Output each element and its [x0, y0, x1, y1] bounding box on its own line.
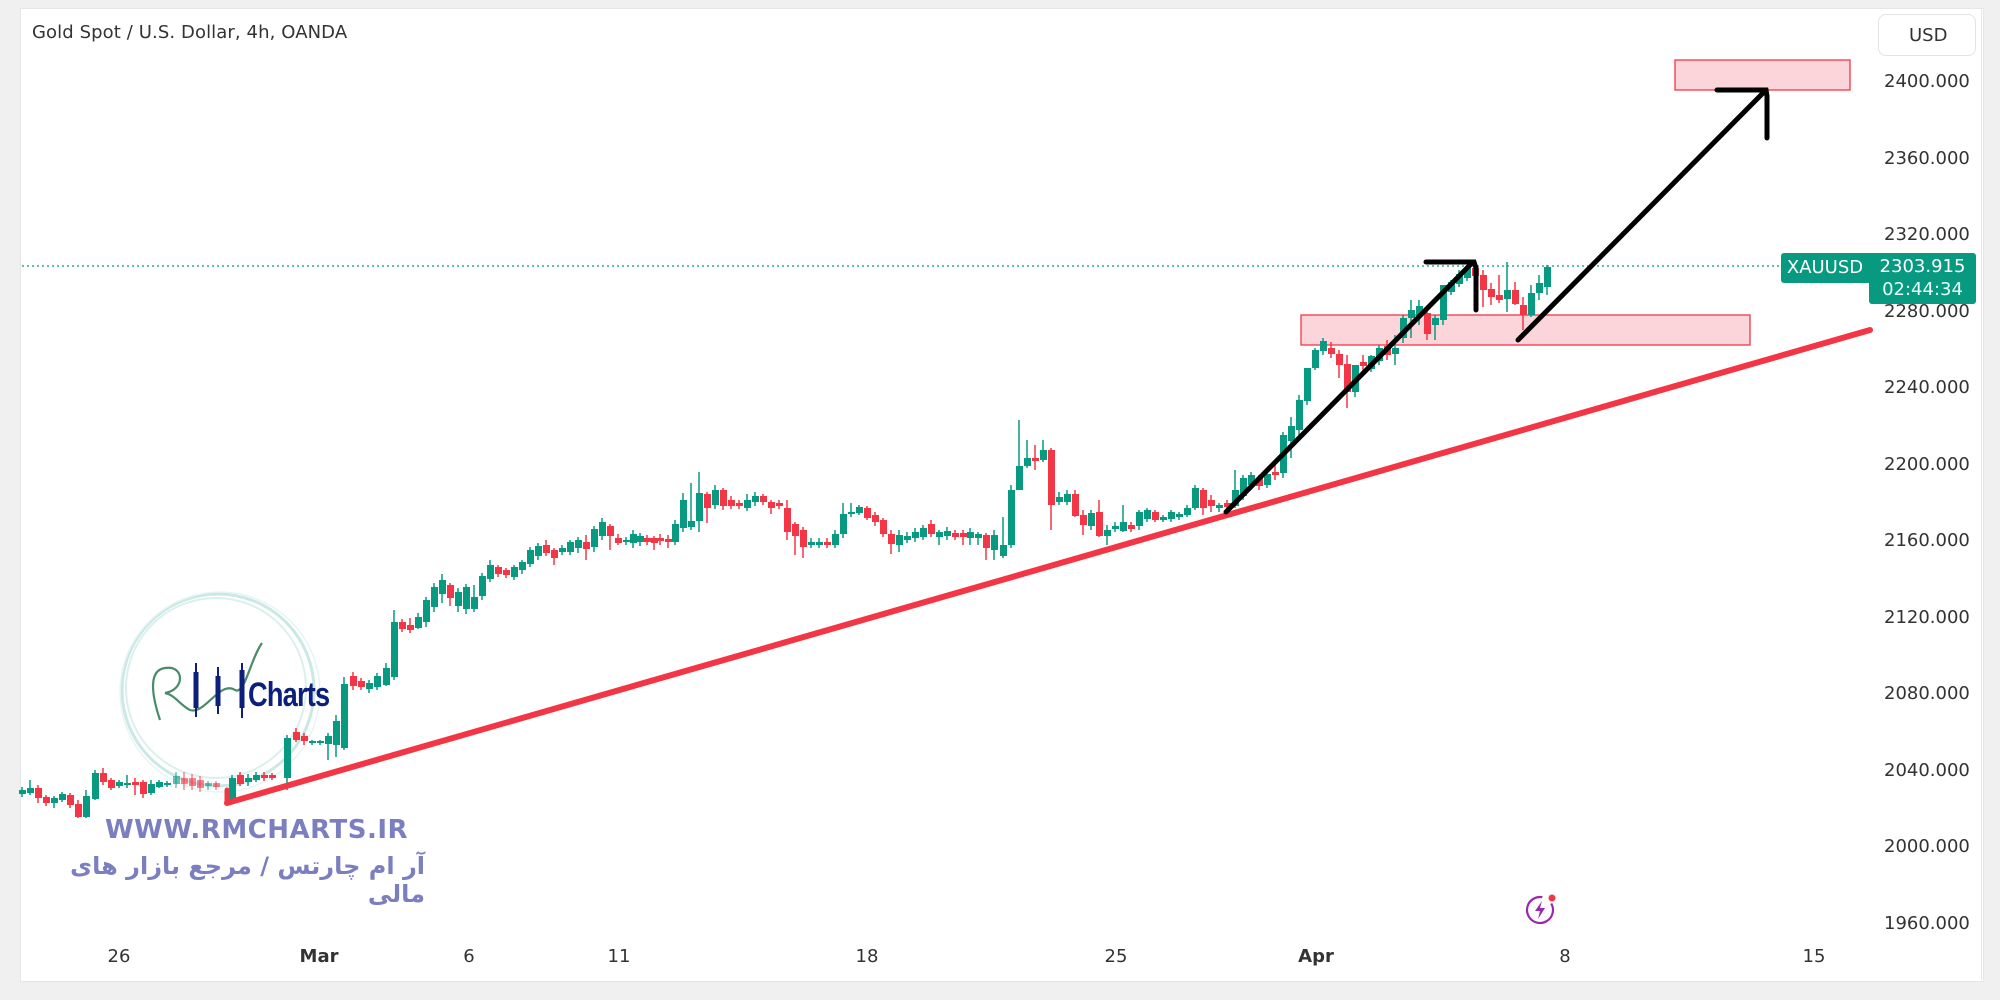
price-tick: 2120.000 — [1884, 607, 1970, 628]
time-tick: 8 — [1559, 946, 1571, 967]
price-tick: 2240.000 — [1884, 377, 1970, 398]
price-tick: 1960.000 — [1884, 913, 1970, 934]
candles — [19, 262, 1551, 818]
watermark-url: WWW.RMCHARTS.IR — [105, 815, 409, 845]
time-tick: 11 — [607, 946, 631, 967]
price-tick: 2040.000 — [1884, 760, 1970, 781]
bar-countdown: 02:44:34 — [1882, 279, 1963, 300]
price-tick: 2080.000 — [1884, 683, 1970, 704]
price-tick: 2000.000 — [1884, 836, 1970, 857]
price-axis-border — [1981, 8, 1982, 980]
last-price-label: 2303.915 02:44:34 — [1869, 253, 1976, 304]
time-tick: 26 — [107, 946, 131, 967]
price-tick: 2200.000 — [1884, 454, 1970, 475]
price-tick: 2360.000 — [1884, 148, 1970, 169]
logo-mark — [151, 642, 263, 721]
target-zone[interactable] — [1674, 59, 1851, 91]
arrow-1[interactable] — [1223, 259, 1479, 515]
time-tick: 6 — [463, 946, 475, 967]
lightning-icon[interactable] — [1524, 892, 1558, 926]
price-tick: 2400.000 — [1884, 71, 1970, 92]
time-tick: Mar — [299, 946, 339, 967]
symbol-label: XAUUSD — [1781, 253, 1869, 283]
watermark-logo-text: Charts — [248, 676, 330, 714]
time-tick: Apr — [1298, 946, 1334, 967]
chart-frame — [20, 8, 1984, 982]
price-tick: 2320.000 — [1884, 224, 1970, 245]
chart-title: Gold Spot / U.S. Dollar, 4h, OANDA — [32, 22, 348, 43]
price-tick: 2280.000 — [1884, 301, 1970, 322]
arrow-2[interactable] — [1515, 87, 1770, 343]
time-tick: 15 — [1802, 946, 1826, 967]
time-tick: 18 — [855, 946, 879, 967]
time-tick: 25 — [1104, 946, 1128, 967]
trend-line[interactable] — [224, 327, 1873, 806]
notification-dot — [1548, 894, 1556, 902]
watermark-persian-text: آر ام چارتس / مرجع بازار های مالی — [70, 852, 425, 908]
currency-button[interactable]: USD — [1878, 14, 1976, 56]
price-tick: 2160.000 — [1884, 530, 1970, 551]
last-price-value: 2303.915 — [1879, 256, 1966, 277]
